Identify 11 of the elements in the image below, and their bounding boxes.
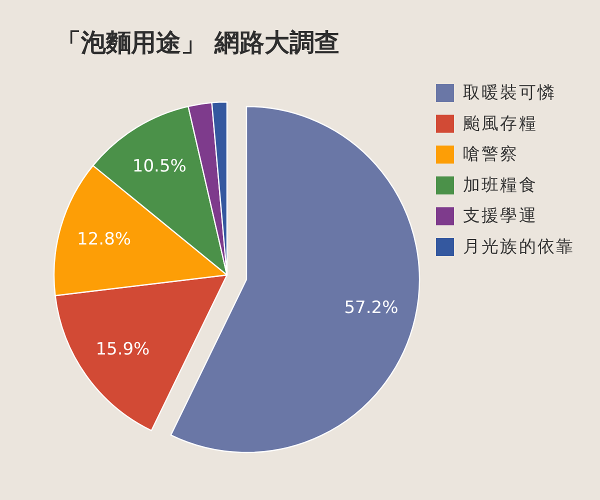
data-label: 57.2% <box>344 298 398 318</box>
legend-label: 取暖裝可憐 <box>463 83 556 103</box>
data-label: 15.9% <box>96 339 150 360</box>
legend-label: 加班糧食 <box>463 175 538 196</box>
legend-label: 颱風存糧 <box>463 114 538 134</box>
data-label: 10.5% <box>132 156 186 176</box>
title: 「泡麵用途」 網路大調查 <box>56 28 340 57</box>
legend-label: 嗆警察 <box>463 144 519 165</box>
legend-label: 支援學運 <box>463 206 538 226</box>
data-label: 12.8% <box>77 229 132 250</box>
legend-label: 月光族的依靠 <box>463 237 575 257</box>
